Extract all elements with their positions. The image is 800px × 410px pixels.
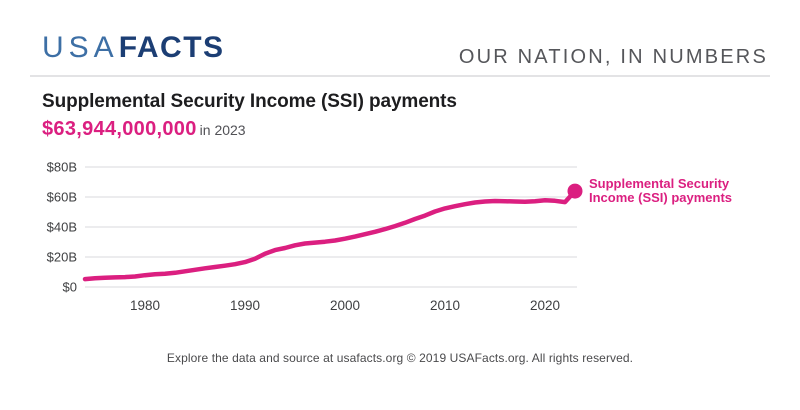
series-label: Supplemental Security Income (SSI) payme… (589, 177, 732, 204)
title-block: Supplemental Security Income (SSI) payme… (42, 91, 457, 141)
x-axis-label: 1980 (130, 298, 160, 313)
series-label-line2: Income (SSI) payments (589, 189, 733, 205)
logo-facts-text: FACTS (118, 31, 225, 64)
footer-attribution: Explore the data and source at usafacts.… (166, 351, 634, 365)
y-axis-label: $20B (47, 250, 77, 265)
ssi-payments-line (82, 188, 578, 282)
x-axis-label: 1990 (230, 298, 260, 313)
x-axis-label: 2010 (430, 298, 460, 313)
chart-title: Supplemental Security Income (SSI) payme… (42, 91, 457, 112)
x-axis-label: 2020 (530, 298, 560, 313)
x-axis-label: 2000 (330, 298, 360, 313)
tagline: OUR NATION, IN NUMBERS (458, 46, 768, 68)
headline-year: in 2023 (199, 122, 246, 138)
y-axis-label: $60B (47, 190, 77, 205)
y-axis-label: $80B (47, 160, 77, 175)
usafacts-logo: USAFACTS (42, 33, 225, 63)
logo-usa-text: USA (42, 31, 119, 64)
y-axis-label: $0 (63, 280, 77, 295)
headline-value: $63,944,000,000 (42, 118, 197, 140)
header-divider (30, 75, 770, 77)
series-label-line1: Supplemental Security (589, 176, 730, 191)
end-point-marker (567, 183, 583, 199)
headline: $63,944,000,000 in 2023 (42, 118, 457, 141)
y-axis-label: $40B (47, 220, 77, 235)
line-chart: $0 $20B $40B $60B $80B 1980 1990 2000 2010 2020 (47, 160, 583, 313)
